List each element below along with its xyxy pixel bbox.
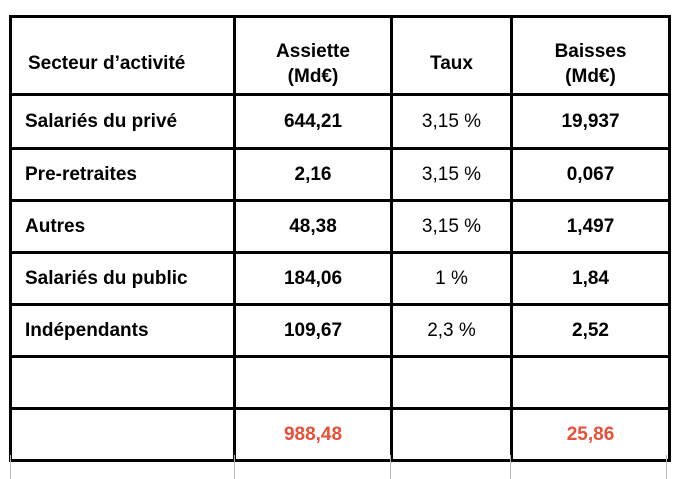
taux-cell: 1 % [390, 251, 513, 306]
baisses-cell: 0,067 [510, 147, 671, 202]
assiette-cell: 644,21 [233, 93, 393, 150]
header-baisses: Baisses (Md€) [510, 15, 671, 96]
baisses-cell: 1,497 [510, 199, 671, 254]
header-assiette-line2: (Md€) [287, 65, 339, 87]
assiette-cell: 109,67 [233, 303, 393, 358]
total-baisses-cell: 25,86 [510, 407, 671, 462]
tax-reduction-table: Secteur d’activité Assiette (Md€) Taux B… [9, 15, 671, 462]
header-baisses-line1: Baisses [554, 40, 627, 62]
table-row: Salariés du public 184,06 1 % 1,84 [9, 251, 671, 306]
column-divider-tick [10, 455, 11, 479]
header-taux: Taux [390, 15, 513, 96]
header-baisses-line2: (Md€) [565, 65, 616, 87]
baisses-cell: 2,52 [510, 303, 671, 358]
taux-cell: 2,3 % [390, 303, 513, 358]
header-taux-line1: Taux [430, 53, 473, 74]
column-divider-tick [666, 455, 667, 479]
sector-cell: Salariés du public [9, 251, 236, 306]
table-header-row: Secteur d’activité Assiette (Md€) Taux B… [9, 15, 671, 96]
header-assiette-line1: Assiette [276, 40, 350, 62]
taux-cell [390, 355, 513, 410]
baisses-cell: 19,937 [510, 93, 671, 150]
table-total-row: 988,48 25,86 [9, 407, 671, 462]
sector-cell: Indépendants [9, 303, 236, 358]
table-row: Pre-retraites 2,16 3,15 % 0,067 [9, 147, 671, 202]
taux-cell: 3,15 % [390, 147, 513, 202]
total-assiette-cell: 988,48 [233, 407, 393, 462]
sector-cell: Autres [9, 199, 236, 254]
header-sector-line1: Secteur d’activité [28, 53, 186, 74]
assiette-cell: 184,06 [233, 251, 393, 306]
column-divider-tick [234, 455, 235, 479]
assiette-cell: 2,16 [233, 147, 393, 202]
sector-cell [9, 355, 236, 410]
column-divider-tick [510, 455, 511, 479]
taux-cell: 3,15 % [390, 93, 513, 150]
header-sector: Secteur d’activité [9, 15, 236, 96]
table-row: Autres 48,38 3,15 % 1,497 [9, 199, 671, 254]
sector-cell: Pre-retraites [9, 147, 236, 202]
total-sector-cell [9, 407, 236, 462]
sector-cell: Salariés du privé [9, 93, 236, 150]
header-assiette: Assiette (Md€) [233, 15, 393, 96]
table-row: Indépendants 109,67 2,3 % 2,52 [9, 303, 671, 358]
baisses-cell [510, 355, 671, 410]
taux-cell: 3,15 % [390, 199, 513, 254]
total-taux-cell [390, 407, 513, 462]
baisses-cell: 1,84 [510, 251, 671, 306]
column-divider-tick [390, 455, 391, 479]
assiette-cell [233, 355, 393, 410]
table-row: Salariés du privé 644,21 3,15 % 19,937 [9, 93, 671, 150]
assiette-cell: 48,38 [233, 199, 393, 254]
table-row-empty [9, 355, 671, 410]
